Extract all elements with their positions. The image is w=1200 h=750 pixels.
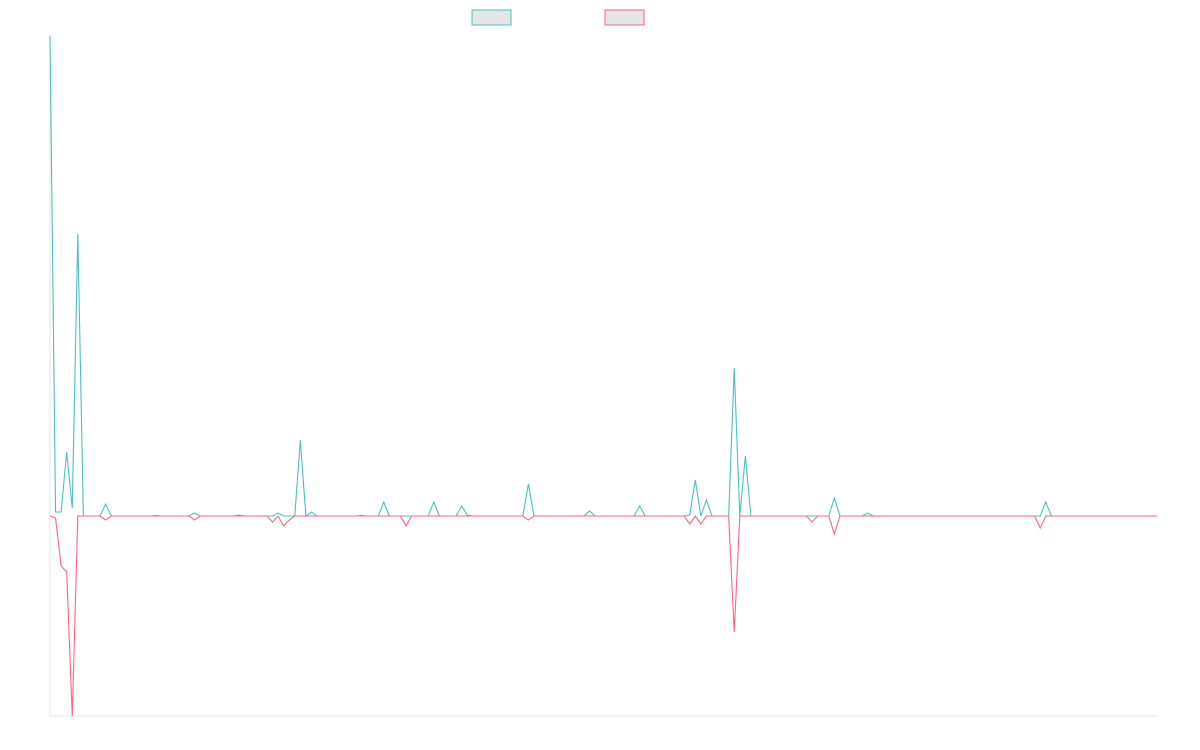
chart-series-layer (49, 35, 1157, 717)
series-line-2 (49, 515, 1157, 717)
legend-swatch-2[interactable] (604, 9, 645, 26)
legend-item-2[interactable] (604, 9, 645, 26)
chart-axes (49, 36, 1157, 717)
legend-swatch-1[interactable] (471, 9, 512, 26)
legend-item-1[interactable] (471, 9, 512, 26)
series-line-1 (49, 35, 1157, 518)
chart-legend[interactable] (471, 9, 645, 26)
